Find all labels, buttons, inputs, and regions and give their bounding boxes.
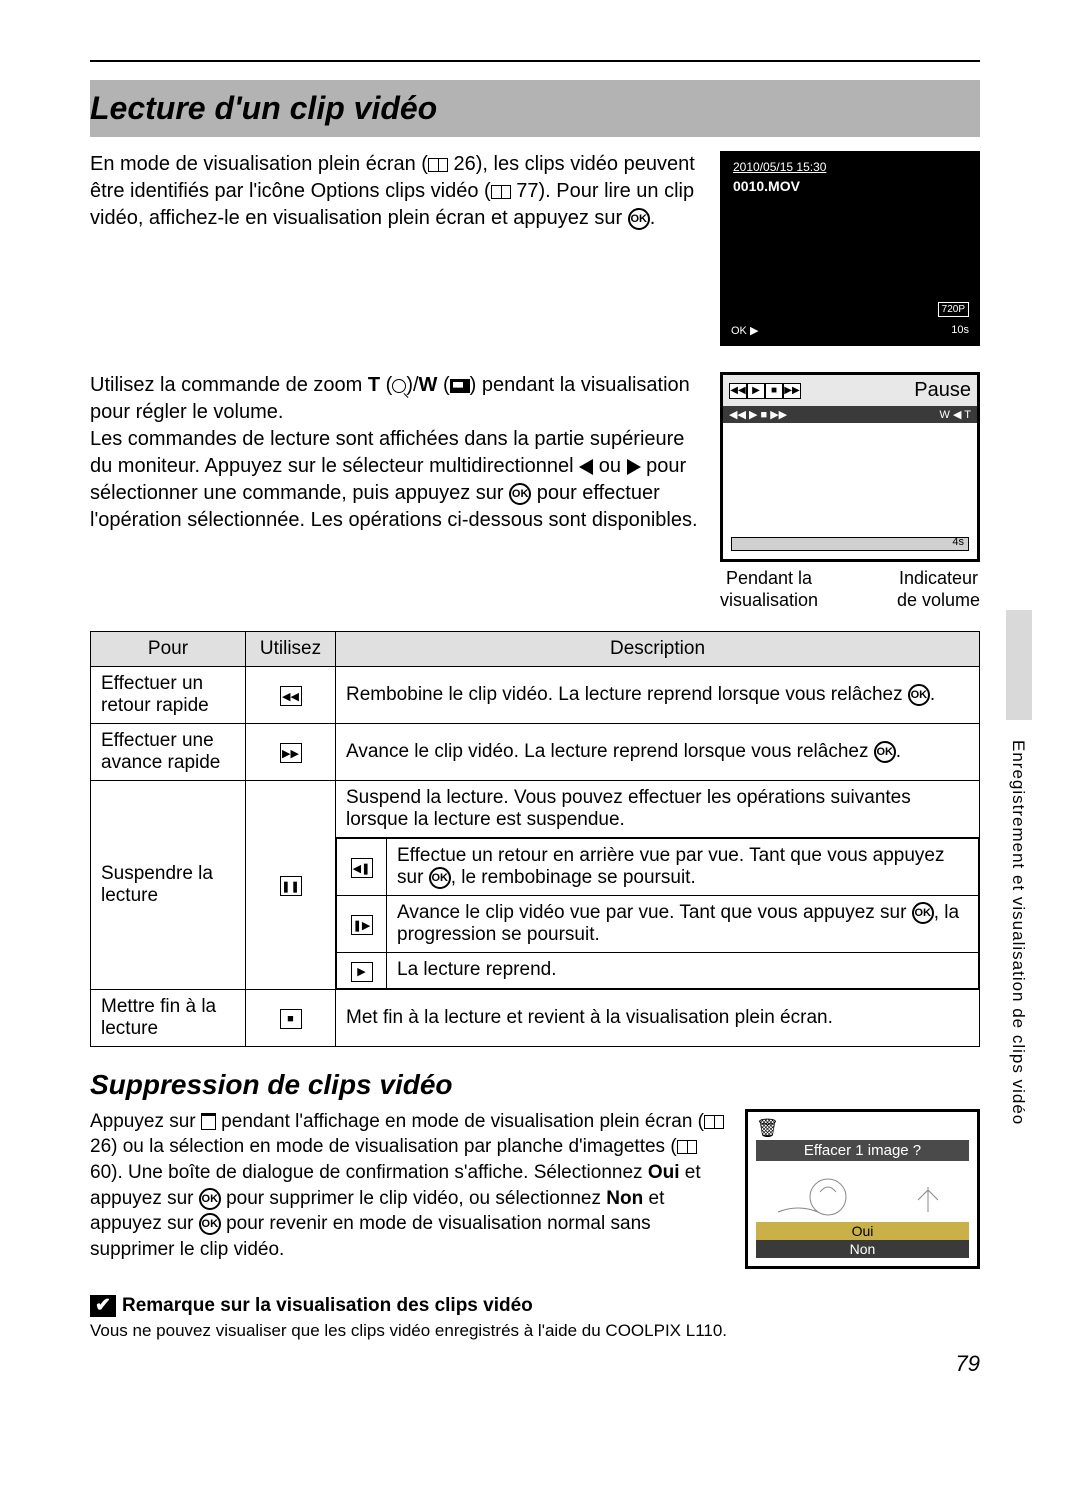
arrow-right-icon: [627, 459, 641, 475]
oui-bold: Oui: [648, 1162, 680, 1183]
thumbnail-icon: [450, 379, 470, 393]
note-block: ✔ Remarque sur la visualisation des clips…: [90, 1295, 980, 1341]
ok-icon: OK: [874, 741, 896, 763]
top-rule: [90, 60, 980, 62]
non-bold: Non: [606, 1188, 643, 1209]
text: Utilisez la commande de zoom: [90, 374, 368, 396]
delete-paragraph: Appuyez sur pendant l'affichage en mode …: [90, 1109, 727, 1263]
ok-icon: OK: [429, 867, 451, 889]
frame-back-desc: Effectue un retour en arrière vue par vu…: [387, 839, 979, 896]
pause-icon: ❚❚: [280, 876, 302, 896]
delete-dialog-lcd: 🗑 Effacer 1 image ? Oui Non: [745, 1109, 980, 1269]
ok-icon: OK: [908, 684, 930, 706]
lcd-filename: 0010.MOV: [733, 178, 800, 194]
ok-icon: OK: [628, 208, 650, 230]
ok-icon: OK: [199, 1188, 221, 1210]
section-delete-title: Suppression de clips vidéo: [90, 1069, 980, 1101]
check-icon: ✔: [90, 1295, 116, 1317]
book-icon: [428, 158, 448, 172]
controls-table: Pour Utilisez Description Effectuer un r…: [90, 631, 980, 1047]
row-ff-label: Effectuer une avance rapide: [91, 724, 246, 781]
ok-icon: OK: [199, 1213, 221, 1235]
row-rewind-label: Effectuer un retour rapide: [91, 667, 246, 724]
row-pause-label: Suspendre la lecture: [91, 781, 246, 990]
lcd-preview-1: 2010/05/15 15:30 0010.MOV 720P OK ▶ 10s: [720, 151, 980, 346]
note-heading: Remarque sur la visualisation des clips …: [122, 1295, 533, 1316]
book-icon: [677, 1140, 697, 1154]
zoom-t-label: T: [368, 374, 380, 396]
stop-icon: ■: [280, 1009, 302, 1029]
row-stop-label: Mettre fin à la lecture: [91, 989, 246, 1046]
ok-icon: OK: [509, 483, 531, 505]
th-utilisez: Utilisez: [246, 632, 336, 667]
trash-icon: 🗑: [756, 1118, 779, 1139]
text: ou: [593, 455, 626, 477]
intro-paragraph: En mode de visualisation plein écran ( 2…: [90, 151, 700, 346]
delete-option-non[interactable]: Non: [756, 1240, 969, 1258]
th-pour: Pour: [91, 632, 246, 667]
book-icon: [491, 185, 511, 199]
volume-wt-icons: W ◀ T: [940, 408, 971, 421]
page-container: Lecture d'un clip vidéo En mode de visua…: [0, 0, 1080, 1417]
lcd-datetime: 2010/05/15 15:30: [733, 160, 826, 174]
progress-time: 4s: [952, 536, 964, 548]
row-stop-desc: Met fin à la lecture et revient à la vis…: [336, 989, 980, 1046]
delete-option-oui[interactable]: Oui: [756, 1222, 969, 1240]
playback-icon-strip: ◀◀▶■▶▶: [729, 383, 801, 399]
progress-bar: 4s: [731, 537, 969, 551]
ok-icon: OK: [912, 902, 934, 924]
page-number: 79: [90, 1351, 980, 1377]
magnify-icon: [392, 379, 406, 393]
fastforward-icon: ▶▶: [280, 743, 302, 763]
trash-icon: [201, 1113, 216, 1130]
row-ff-desc: Avance le clip vidéo. La lecture reprend…: [336, 724, 980, 781]
frame-back-icon: ◀❚: [351, 858, 373, 878]
row-rewind-desc: Rembobine le clip vidéo. La lecture repr…: [336, 667, 980, 724]
row-pause-desc: Suspend la lecture. Vous pouvez effectue…: [336, 781, 980, 990]
rewind-icon: ◀◀: [280, 686, 302, 706]
delete-scene-illustration: [768, 1172, 968, 1222]
lcd-duration: 10s: [951, 324, 969, 337]
resume-desc: La lecture reprend.: [387, 953, 979, 989]
frame-fwd-desc: Avance le clip vidéo vue par vue. Tant q…: [387, 896, 979, 953]
mini-strip: ◀◀ ▶ ■ ▶▶: [729, 408, 787, 421]
page-title: Lecture d'un clip vidéo: [90, 80, 980, 137]
pause-intro: Suspend la lecture. Vous pouvez effectue…: [336, 781, 979, 838]
arrow-left-icon: [579, 459, 593, 475]
pause-label: Pause: [914, 379, 971, 402]
label-playback: Pendant lavisualisation: [720, 568, 818, 611]
book-icon: [704, 1115, 724, 1129]
zoom-paragraph: Utilisez la commande de zoom T ()/W () p…: [90, 372, 700, 611]
text: En mode de visualisation plein écran (: [90, 153, 428, 175]
lcd-resolution: 720P: [938, 302, 969, 317]
play-icon: ▶: [351, 962, 373, 982]
zoom-w-label: W: [419, 374, 438, 396]
delete-banner: Effacer 1 image ?: [756, 1140, 969, 1161]
th-description: Description: [336, 632, 980, 667]
frame-fwd-icon: ❚▶: [351, 915, 373, 935]
lcd-preview-2: ◀◀▶■▶▶ Pause ◀◀ ▶ ■ ▶▶ W ◀ T 4s: [720, 372, 980, 562]
text: .: [650, 207, 656, 229]
label-volume: Indicateurde volume: [897, 568, 980, 611]
lcd-ok-play: OK ▶: [731, 324, 758, 337]
note-body: Vous ne pouvez visualiser que les clips …: [90, 1321, 980, 1341]
